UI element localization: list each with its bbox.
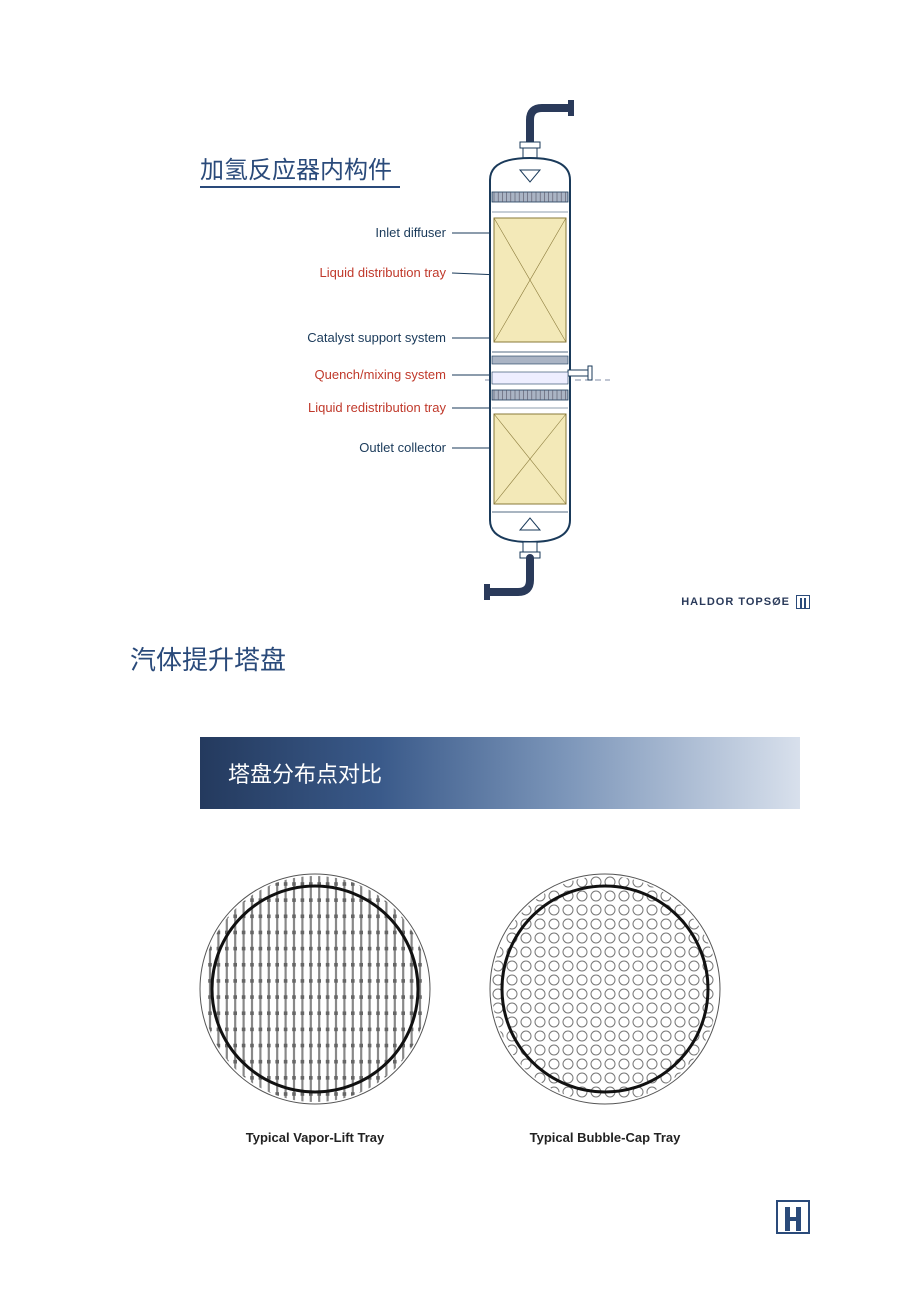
label-text-liquid-dist-tray: Liquid distribution tray bbox=[320, 265, 446, 280]
label-text-inlet-diffuser: Inlet diffuser bbox=[375, 225, 446, 240]
label-text-liquid-redist-tray: Liquid redistribution tray bbox=[308, 400, 446, 415]
label-catalyst-support: Catalyst support system bbox=[307, 330, 450, 345]
tray-vapor-lift: Typical Vapor-Lift Tray bbox=[195, 869, 435, 1145]
brand-label: HALDOR TOPSØE bbox=[681, 595, 810, 609]
brand-text: HALDOR TOPSØE bbox=[681, 596, 790, 608]
tray-diagram-bubble-cap bbox=[485, 869, 725, 1109]
reactor-diagram bbox=[450, 100, 650, 610]
tray-diagram-vapor-lift bbox=[195, 869, 435, 1109]
label-text-quench-mixing: Quench/mixing system bbox=[315, 367, 447, 382]
section1-title-underline bbox=[200, 186, 400, 188]
label-outlet-collector: Outlet collector bbox=[359, 440, 450, 455]
banner-text: 塔盘分布点对比 bbox=[228, 757, 382, 789]
label-text-outlet-collector: Outlet collector bbox=[359, 440, 446, 455]
label-quench-mixing: Quench/mixing system bbox=[315, 367, 451, 382]
label-liquid-redist-tray: Liquid redistribution tray bbox=[308, 400, 450, 415]
tray-caption-bubble-cap: Typical Bubble-Cap Tray bbox=[485, 1130, 725, 1145]
section1-title: 加氢反应器内构件 bbox=[200, 150, 392, 185]
label-text-catalyst-support: Catalyst support system bbox=[307, 330, 446, 345]
section2-title: 汽体提升塔盘 bbox=[130, 640, 920, 677]
reactor-internals-section: 加氢反应器内构件 Inlet diffuser Liquid distributi… bbox=[0, 100, 920, 630]
tray-bubble-cap: Typical Bubble-Cap Tray bbox=[485, 869, 725, 1145]
tray-comparison-section: 汽体提升塔盘 塔盘分布点对比 Typical Vapor-Lift TrayTy… bbox=[0, 640, 920, 1145]
tray-caption-vapor-lift: Typical Vapor-Lift Tray bbox=[195, 1130, 435, 1145]
label-liquid-dist-tray: Liquid distribution tray bbox=[320, 265, 450, 280]
footer-logo-icon bbox=[776, 1200, 810, 1234]
label-inlet-diffuser: Inlet diffuser bbox=[375, 225, 450, 240]
tray-row: Typical Vapor-Lift Tray Typical Bubble-Ca… bbox=[0, 869, 920, 1145]
brand-logo-icon bbox=[796, 595, 810, 609]
comparison-banner: 塔盘分布点对比 bbox=[200, 737, 800, 809]
